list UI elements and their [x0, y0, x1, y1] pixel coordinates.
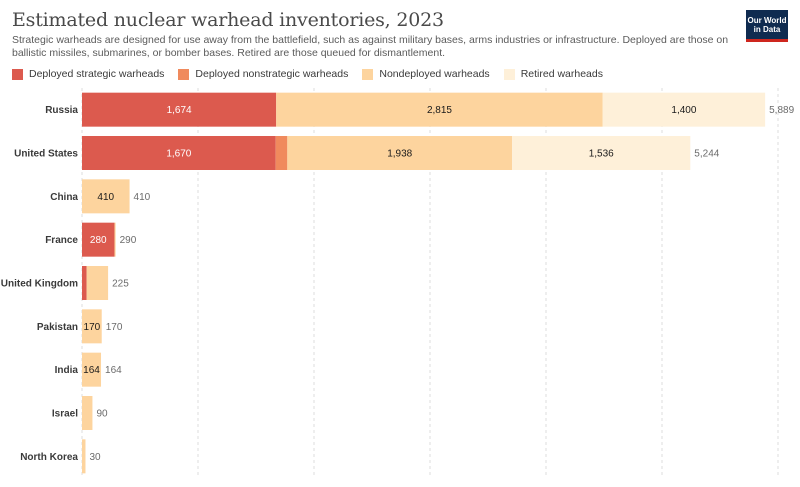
legend-label: Nondeployed warheads: [379, 68, 490, 80]
segment-value-label: 1,670: [166, 149, 191, 160]
category-label: China: [50, 192, 78, 203]
legend-item-nondeployed[interactable]: Nondeployed warheads: [362, 68, 490, 80]
category-label: United States: [14, 149, 78, 160]
total-value-label: 90: [96, 409, 108, 420]
total-value-label: 30: [89, 452, 101, 463]
logo-line-2: in Data: [753, 24, 781, 34]
total-value-label: 164: [105, 365, 122, 376]
bar-segment[interactable]: [82, 92, 277, 127]
bar-segment[interactable]: [82, 352, 102, 387]
legend-item-retired[interactable]: Retired warheads: [503, 68, 603, 80]
chart-subtitle: Strategic warheads are designed for use …: [12, 34, 729, 59]
category-label: North Korea: [20, 452, 78, 463]
legend-swatch: [12, 68, 23, 80]
segment-value-label: 164: [83, 365, 100, 376]
bar-segment[interactable]: [512, 136, 691, 170]
total-value-label: 170: [106, 322, 123, 333]
legend-label: Retired warheads: [520, 68, 603, 80]
owid-logo[interactable]: Our World in Data: [746, 10, 788, 42]
category-label: Israel: [52, 409, 78, 420]
bar-segment[interactable]: [275, 136, 288, 170]
bar-segment[interactable]: [82, 136, 276, 170]
segment-value-label: 2,815: [427, 105, 452, 116]
total-value-label: 290: [120, 235, 137, 246]
segment-value-label: 1,938: [387, 149, 412, 160]
bar-segment[interactable]: [82, 309, 102, 344]
bar-segment[interactable]: [276, 92, 603, 127]
category-label: United Kingdom: [1, 279, 78, 290]
segment-value-label: 280: [90, 235, 107, 246]
chart-title: Estimated nuclear warhead inventories, 2…: [12, 9, 444, 31]
legend-swatch: [178, 68, 190, 80]
category-label: Russia: [45, 105, 78, 116]
category-label: India: [55, 365, 79, 376]
total-value-label: 410: [134, 192, 151, 203]
bar-segment[interactable]: [82, 222, 115, 257]
segment-value-label: 170: [84, 322, 101, 333]
category-label: France: [45, 235, 78, 246]
bar-segment[interactable]: [602, 92, 766, 127]
logo-line-1: Our World: [747, 15, 787, 25]
bar-segment[interactable]: [114, 222, 116, 257]
bar-segment[interactable]: [287, 136, 513, 170]
legend-label: Deployed nonstrategic warheads: [195, 68, 349, 80]
legend-swatch: [362, 68, 374, 80]
legend-item-deployed-strategic[interactable]: Deployed strategic warheads: [12, 68, 164, 80]
bar-segment[interactable]: [82, 439, 86, 474]
segment-value-label: 1,536: [589, 149, 614, 160]
category-label: Pakistan: [37, 322, 78, 333]
segment-value-label: 1,400: [671, 105, 696, 116]
bar-segment[interactable]: [82, 396, 93, 430]
bar-segment[interactable]: [82, 266, 87, 300]
total-value-label: 5,889: [769, 105, 794, 116]
segment-value-label: 410: [97, 192, 114, 203]
legend-label: Deployed strategic warheads: [29, 68, 165, 80]
bar-segment[interactable]: [82, 179, 130, 214]
total-value-label: 5,244: [694, 149, 719, 160]
segment-value-label: 1,674: [167, 105, 192, 116]
bar-segment[interactable]: [86, 266, 109, 300]
total-value-label: 225: [112, 279, 129, 290]
chart-legend: Deployed strategic warheads Deployed non…: [12, 68, 603, 80]
legend-swatch: [503, 68, 515, 80]
legend-item-deployed-nonstrategic[interactable]: Deployed nonstrategic warheads: [178, 68, 348, 80]
